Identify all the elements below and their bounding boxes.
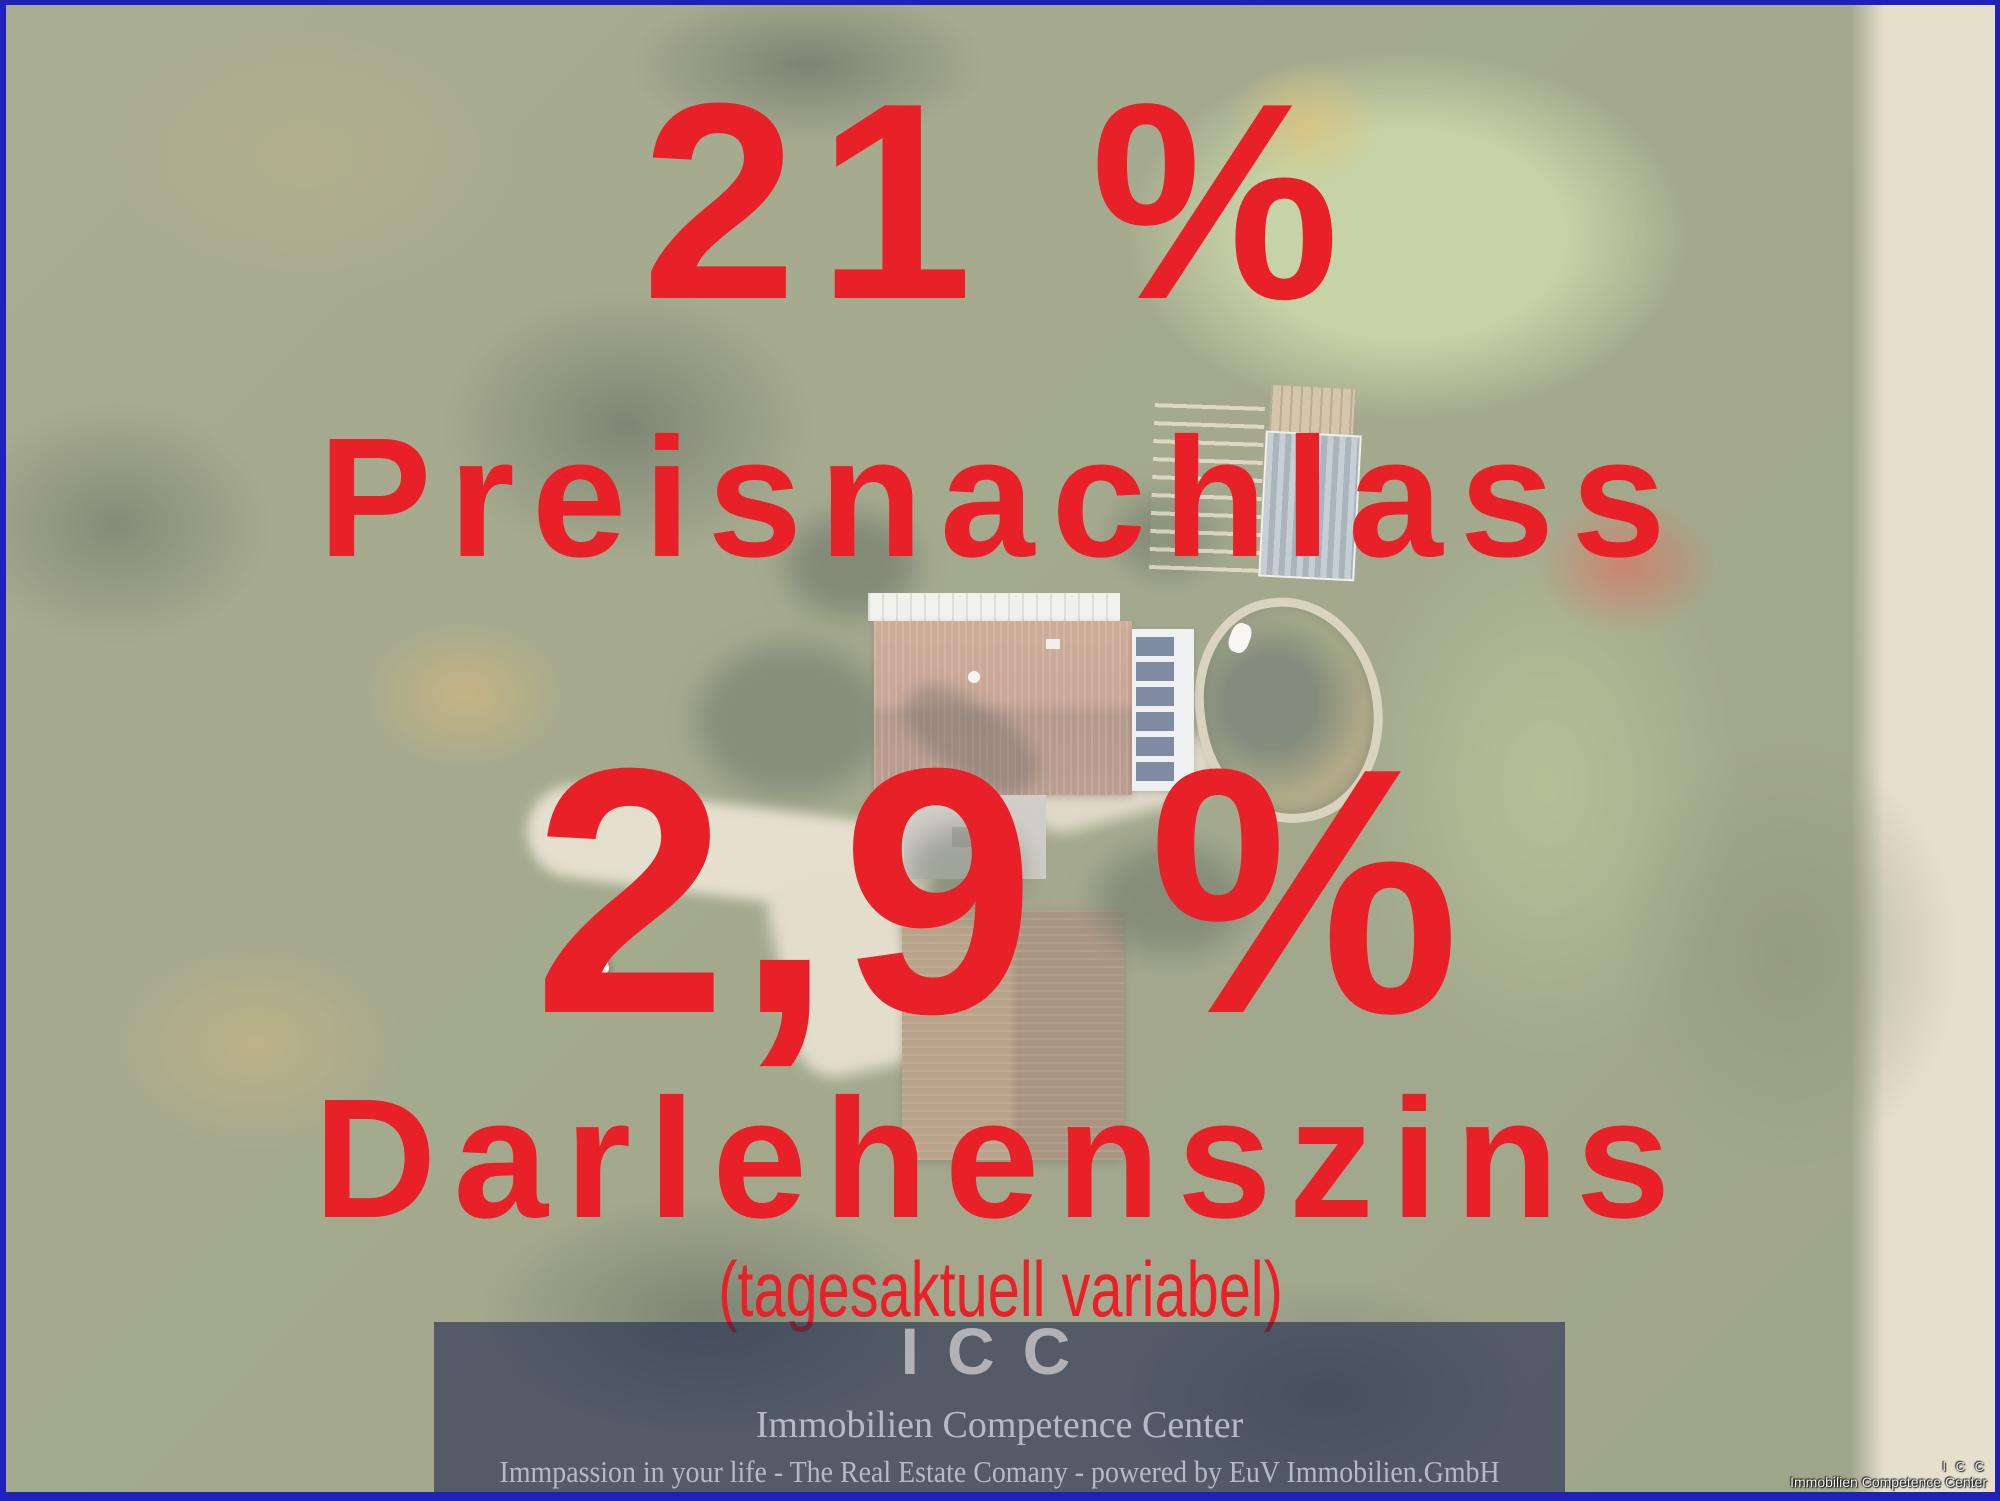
interest-note: (tagesaktuell variabel) [6,1250,1995,1328]
corner-watermark: I C C Immobilien Competence Center [1790,1460,1987,1490]
icc-logo: ICC [900,1314,1099,1388]
interest-label: Darlehenszins [313,1064,1688,1254]
icc-tagline-text: Immpassion in your life - The Real Estat… [499,1454,1500,1489]
tree-shadow [696,645,886,795]
photo-background [6,5,1995,1492]
tree-canopy [1096,845,1246,955]
main-house-roof [874,621,1132,795]
icc-tagline: Immpassion in your life - The Real Estat… [434,1456,1565,1487]
interest-percentage: 2,9 % [533,696,1468,1087]
tree-canopy [906,825,1026,915]
watermark-icc: I C C [1942,1459,1987,1475]
barn-roof [902,910,1124,1160]
discount-percentage: 21 % [641,46,1360,358]
watermark-company: Immobilien Competence Center [1790,1473,1987,1490]
discount-label: Preisnachlass [318,403,1683,593]
aerial-photo: 21 % Preisnachlass 2,9 % Darlehenszins (… [6,5,1995,1492]
glass-roof-annex [868,593,1120,621]
icc-banner: ICC Immobilien Competence Center Immpass… [434,1318,1565,1492]
solar-panels [1136,637,1174,783]
icc-company-name: Immobilien Competence Center [755,1404,1244,1446]
roof-window [1046,639,1060,649]
chimney [968,671,980,683]
interest-note-text: (tagesaktuell variabel) [718,1245,1283,1333]
photo-fade-overlay [6,5,1995,1492]
